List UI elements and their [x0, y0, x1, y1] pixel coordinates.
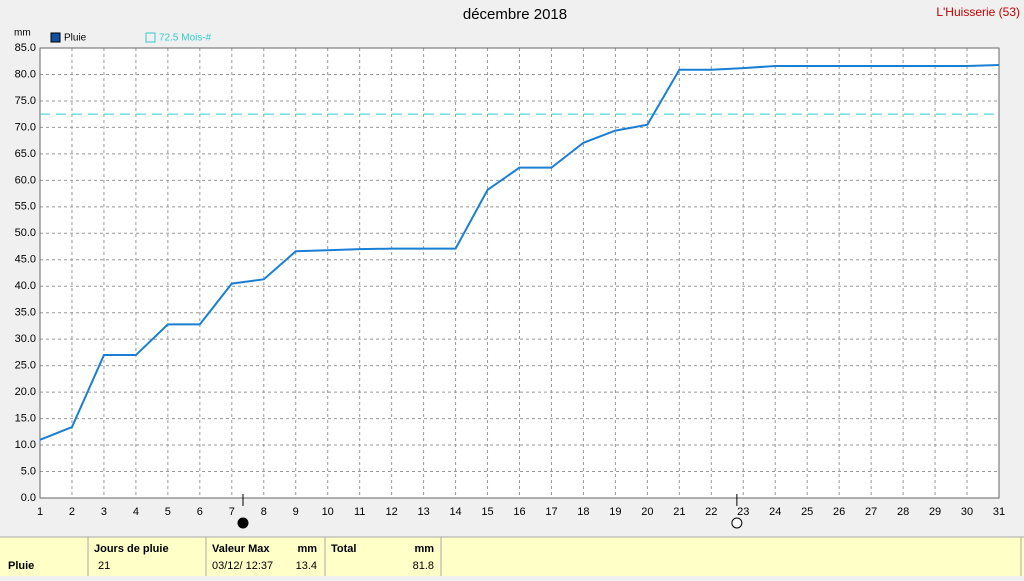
table-cell: 81.8 [413, 560, 434, 572]
x-tick-label: 11 [354, 506, 365, 518]
y-axis-label: mm [14, 28, 31, 39]
legend-label: Pluie [64, 33, 87, 44]
x-tick-label: 29 [929, 506, 941, 518]
y-tick-label: 85.0 [15, 42, 36, 54]
x-tick-label: 26 [833, 506, 845, 518]
x-tick-label: 17 [545, 506, 557, 518]
moon-phase [731, 517, 743, 529]
x-tick-label: 6 [197, 506, 203, 518]
y-tick-label: 20.0 [15, 386, 36, 398]
y-tick-label: 15.0 [15, 412, 36, 424]
x-tick-label: 16 [513, 506, 525, 518]
x-tick-label: 24 [769, 506, 781, 518]
table-header: Jours de pluie [94, 543, 169, 555]
y-tick-label: 30.0 [15, 333, 36, 345]
plot-frame [39, 47, 1000, 499]
x-tick-label: 12 [386, 506, 398, 518]
x-tick-label: 9 [293, 506, 299, 518]
x-tick-label: 15 [481, 506, 493, 518]
x-tick-label: 25 [801, 506, 813, 518]
y-tick-label: 25.0 [15, 360, 36, 372]
x-tick-label: 5 [165, 506, 171, 518]
x-tick-label: 14 [449, 506, 461, 518]
x-tick-label: 1 [37, 506, 43, 518]
table-header: Valeur Max [212, 543, 270, 555]
x-tick-label: 3 [101, 506, 107, 518]
x-tick-label: 10 [322, 506, 334, 518]
x-tick-label: 23 [737, 506, 749, 518]
table-header: mm [297, 543, 317, 555]
y-tick-label: 70.0 [15, 121, 36, 133]
y-tick-label: 10.0 [15, 439, 36, 451]
table-cell: 03/12/ 12:37 [212, 560, 273, 572]
x-tick-label: 7 [229, 506, 235, 518]
series-line [39, 63, 1000, 441]
moon-phase [237, 517, 249, 529]
y-tick-label: 35.0 [15, 307, 36, 319]
y-tick-label: 0.0 [21, 492, 36, 504]
table-header: Total [331, 543, 356, 555]
summary-bg [0, 537, 1024, 576]
x-tick-label: 31 [993, 506, 1005, 518]
table-row-label: Pluie [8, 560, 34, 572]
y-tick-label: 60.0 [15, 174, 36, 186]
table-header: mm [414, 543, 434, 555]
y-tick-label: 80.0 [15, 68, 36, 80]
table-cell: 21 [98, 560, 110, 572]
legend-label: 72.5 Mois-# [159, 33, 212, 44]
x-tick-label: 28 [897, 506, 909, 518]
x-tick-label: 2 [69, 506, 75, 518]
x-tick-label: 8 [261, 506, 267, 518]
y-tick-label: 50.0 [15, 227, 36, 239]
y-tick-label: 5.0 [21, 465, 36, 477]
table-cell: 13.4 [296, 560, 317, 572]
x-tick-label: 21 [673, 506, 685, 518]
legend-swatch [50, 32, 61, 43]
table-lines [0, 536, 1024, 576]
y-tick-label: 55.0 [15, 201, 36, 213]
chart-title: décembre 2018 [463, 6, 567, 23]
y-tick-label: 45.0 [15, 254, 36, 266]
legend-swatch [145, 32, 156, 43]
x-tick-label: 20 [641, 506, 653, 518]
x-tick-label: 13 [417, 506, 429, 518]
station-name: L'Huisserie (53) [936, 5, 1020, 19]
y-tick-label: 65.0 [15, 148, 36, 160]
x-tick-label: 4 [133, 506, 139, 518]
plot: 0.0 5.0 10.0 15.0 20.0 25.0 30.0 35.0 40.0 45.0 50… [15, 42, 1005, 529]
x-tick-label: 18 [577, 506, 589, 518]
x-tick-label: 19 [609, 506, 621, 518]
y-tick-label: 40.0 [15, 280, 36, 292]
x-tick-label: 22 [705, 506, 717, 518]
x-tick-label: 27 [865, 506, 877, 518]
y-tick-label: 75.0 [15, 95, 36, 107]
x-tick-label: 30 [961, 506, 973, 518]
